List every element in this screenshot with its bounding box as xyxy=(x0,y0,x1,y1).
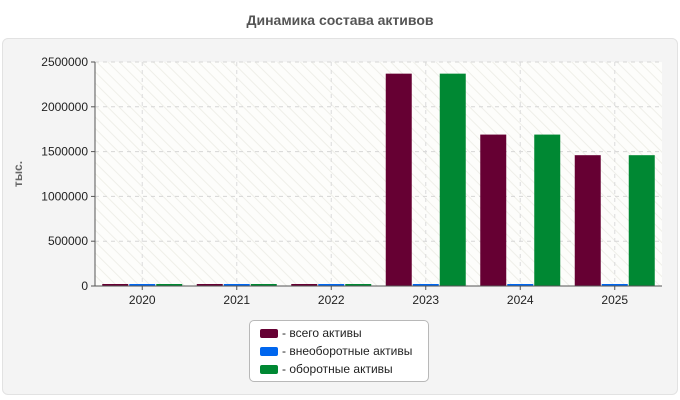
bar-series-0-2025 xyxy=(574,155,601,286)
chart-title: Динамика состава активов xyxy=(246,12,434,28)
legend: - всего активы - внеоборотные активы - о… xyxy=(249,320,429,382)
x-tick-label: 2025 xyxy=(601,293,628,307)
legend-swatch-current-assets xyxy=(260,364,278,374)
y-tick-label: 2500000 xyxy=(41,55,88,69)
legend-label-current-assets: - оборотные активы xyxy=(282,362,393,376)
y-tick-label: 0 xyxy=(81,279,88,293)
bar-series-1-2021 xyxy=(223,284,250,286)
bar-series-2-2023 xyxy=(439,73,466,286)
y-tick-label: 1500000 xyxy=(41,145,88,159)
bar-series-1-2023 xyxy=(412,284,439,286)
bar-series-2-2021 xyxy=(250,284,277,286)
x-tick-label: 2021 xyxy=(223,293,250,307)
bar-series-1-2022 xyxy=(318,284,345,286)
y-tick-label: 1000000 xyxy=(41,189,88,203)
bar-series-1-2025 xyxy=(601,284,628,286)
bar-series-0-2021 xyxy=(196,284,223,286)
legend-label-noncurrent-assets: - внеоборотные активы xyxy=(282,344,413,358)
bar-series-0-2022 xyxy=(291,284,318,286)
bar-series-1-2024 xyxy=(507,284,534,286)
legend-item-total-assets: - всего активы xyxy=(260,325,362,341)
x-tick-label: 2022 xyxy=(318,293,345,307)
y-axis-label: тыс. xyxy=(11,161,25,187)
plot-area xyxy=(95,62,662,286)
legend-swatch-total-assets xyxy=(260,328,278,338)
x-tick-label: 2023 xyxy=(412,293,439,307)
legend-item-current-assets: - оборотные активы xyxy=(260,361,393,377)
bar-series-2-2024 xyxy=(534,134,561,286)
bar-series-0-2020 xyxy=(102,284,129,286)
bar-series-0-2023 xyxy=(385,73,412,286)
y-tick-label: 500000 xyxy=(48,234,88,248)
bar-series-2-2022 xyxy=(345,284,372,286)
legend-swatch-noncurrent-assets xyxy=(260,346,278,356)
legend-label-total-assets: - всего активы xyxy=(282,326,362,340)
legend-item-noncurrent-assets: - внеоборотные активы xyxy=(260,343,412,359)
bar-series-0-2024 xyxy=(480,134,507,286)
y-tick-label: 2000000 xyxy=(41,100,88,114)
bar-series-1-2020 xyxy=(129,284,156,286)
x-tick-label: 2024 xyxy=(507,293,534,307)
bar-series-2-2020 xyxy=(156,284,183,286)
bar-series-2-2025 xyxy=(628,155,655,286)
x-tick-label: 2020 xyxy=(129,293,156,307)
